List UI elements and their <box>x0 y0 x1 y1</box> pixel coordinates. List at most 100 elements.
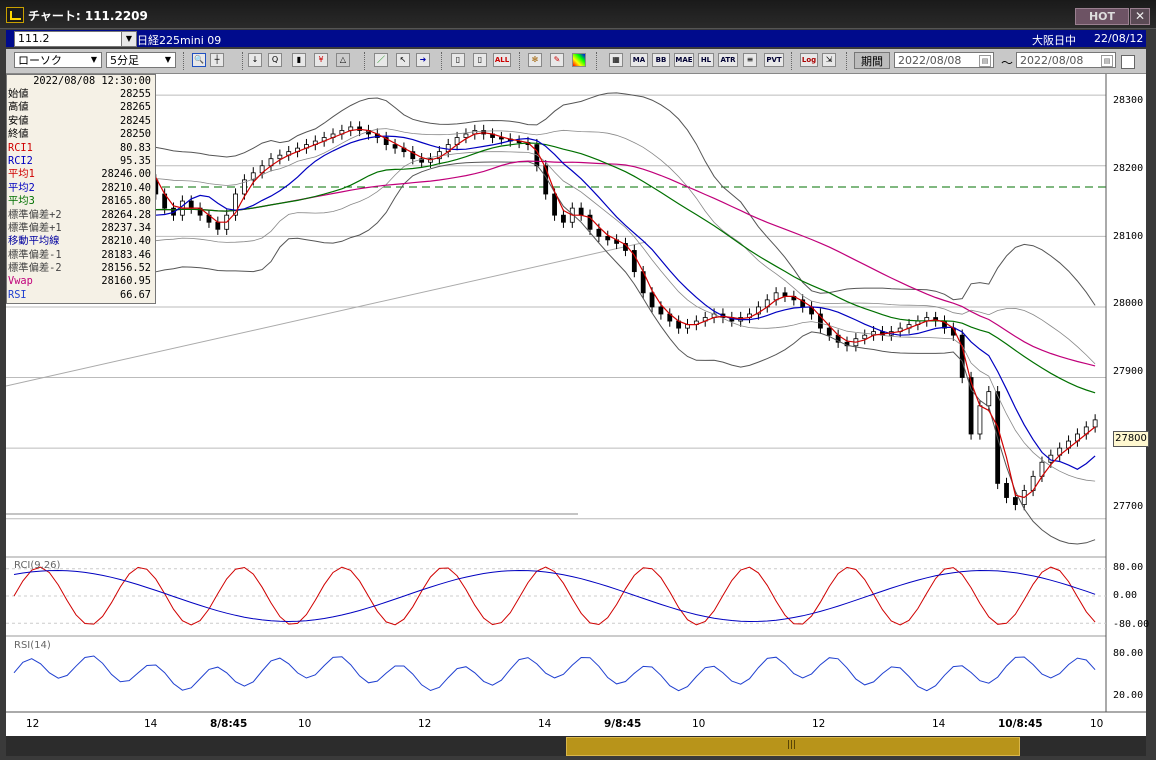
price-tick: 28200 <box>1113 163 1144 174</box>
app-icon <box>6 7 24 23</box>
data-panel-value: 28264.28 <box>101 208 151 221</box>
data-panel-row: 平均1 28246.00 <box>7 168 155 181</box>
date-range-tilde: 〜 <box>1001 56 1014 70</box>
symbol-dropdown-arrow-icon[interactable]: ▼ <box>121 31 137 47</box>
search-chart-icon[interactable]: Q <box>268 53 282 67</box>
ma-button[interactable]: MA <box>630 53 648 67</box>
date-to-value: 2022/08/08 <box>1020 54 1084 67</box>
price-tick: 28100 <box>1113 231 1144 242</box>
data-panel-value: 28156.52 <box>101 262 151 275</box>
data-panel-row: 安値 28245 <box>7 115 155 128</box>
data-panel-row: 標準偏差-2 28156.52 <box>7 262 155 275</box>
data-panel-value: 28210.40 <box>101 235 151 248</box>
log-button[interactable]: Log <box>800 53 818 67</box>
data-panel-value: 28237.34 <box>101 221 151 234</box>
moving-average-3 <box>13 142 1096 394</box>
candle-body <box>977 405 983 435</box>
date-from-value: 2022/08/08 <box>898 54 962 67</box>
data-panel-row: Vwap 28160.95 <box>7 275 155 288</box>
data-panel-label: RCI1 <box>8 141 33 154</box>
option-checkbox[interactable] <box>1121 55 1135 69</box>
candle-body <box>959 334 965 378</box>
time-axis-label: 12 <box>418 718 432 730</box>
rci-panel-title: RCI(9,26) <box>14 560 61 571</box>
data-panel-label: 移動平均線 <box>8 235 60 248</box>
rsi-panel-title: RSI(14) <box>14 640 51 651</box>
toolbar: ローソク ▼ 5分足 ▼ 🔍 ┼ ↓ Q ▮ ¥ △ ／ ↖ ➜ ▯ ▯ ALL… <box>6 49 1146 74</box>
all-button[interactable]: ALL <box>493 53 511 67</box>
hot-button[interactable]: HOT <box>1075 8 1129 25</box>
data-panel-value: 66.67 <box>120 288 151 301</box>
candle-body <box>818 313 823 329</box>
price-tick: 27700 <box>1113 501 1144 512</box>
date-from-input[interactable]: 2022/08/08 ▤ <box>894 52 994 68</box>
palette-icon[interactable] <box>572 53 586 67</box>
candle-compare-icon[interactable]: ▯ <box>473 53 487 67</box>
chart-area[interactable]: 2022/08/08 12:30:00 始値 28255 高値 28265 安値 2824… <box>6 74 1149 736</box>
data-panel-label: 標準偏差-1 <box>8 248 62 261</box>
candle-body <box>188 200 194 209</box>
pvt-button[interactable]: PVT <box>764 53 784 67</box>
bar-chart-icon[interactable]: ▮ <box>292 53 306 67</box>
gear-icon[interactable]: ✻ <box>528 53 542 67</box>
bollinger-upper-1 <box>13 128 1096 365</box>
data-panel-label: Vwap <box>8 275 33 288</box>
chevron-down-icon: ▼ <box>90 55 98 64</box>
download-icon[interactable]: ↓ <box>248 53 262 67</box>
candle-body <box>233 193 238 216</box>
candle-body <box>383 137 389 145</box>
instrument-name: 日経225mini 09 <box>137 34 222 47</box>
warning-icon[interactable]: △ <box>336 53 350 67</box>
zoom-icon[interactable]: 🔍 <box>192 53 206 67</box>
period-button[interactable]: 期間 <box>854 52 890 69</box>
date-to-input[interactable]: 2022/08/08 ▤ <box>1016 52 1116 68</box>
calendar-icon[interactable]: ▤ <box>1101 55 1113 67</box>
data-panel-row: 始値 28255 <box>7 88 155 101</box>
symbol-input[interactable]: 111.2 <box>14 31 123 47</box>
bb-button[interactable]: BB <box>652 53 670 67</box>
candle-icon[interactable]: ▯ <box>451 53 465 67</box>
candle-body <box>968 377 974 435</box>
price-tick: 28000 <box>1113 298 1144 309</box>
scrollbar-thumb[interactable] <box>566 737 1020 756</box>
chart-canvas[interactable] <box>6 74 1146 736</box>
data-panel-row: 標準偏差+2 28264.28 <box>7 209 155 222</box>
candle-body <box>498 137 504 140</box>
chevron-down-icon: ▼ <box>164 55 172 64</box>
pointer-icon[interactable]: ➜ <box>416 53 430 67</box>
trendline-icon[interactable]: ／ <box>374 53 388 67</box>
data-panel-label: 終値 <box>8 128 29 141</box>
price-line-icon[interactable]: ¥ <box>314 53 328 67</box>
candle-body <box>392 144 398 149</box>
candle-body <box>436 151 442 160</box>
data-panel-value: 80.83 <box>120 141 151 154</box>
hl-button[interactable]: HL <box>698 53 714 67</box>
rci-tick: 80.00 <box>1113 562 1144 573</box>
mae-button[interactable]: MAE <box>674 53 694 67</box>
candle-body <box>277 154 283 160</box>
candle-body <box>463 133 469 138</box>
chart-type-select[interactable]: ローソク ▼ <box>14 52 102 68</box>
atr-button[interactable]: ATR <box>718 53 738 67</box>
time-axis-label: 14 <box>538 718 552 730</box>
candle-body <box>1004 483 1009 498</box>
calendar-icon[interactable]: ▤ <box>979 55 991 67</box>
window-title: チャート: 111.2209 <box>28 9 148 23</box>
cursor-icon[interactable]: ↖ <box>396 53 410 67</box>
indicator-icon[interactable]: ≡ <box>743 53 757 67</box>
wrench-icon[interactable]: ✎ <box>550 53 564 67</box>
close-button[interactable]: ✕ <box>1130 8 1150 25</box>
candle-body <box>631 250 637 273</box>
grid-view-icon[interactable]: ▦ <box>609 53 623 67</box>
data-panel-label: 高値 <box>8 101 29 114</box>
interval-select[interactable]: 5分足 ▼ <box>106 52 176 68</box>
crosshair-icon[interactable]: ┼ <box>210 53 224 67</box>
rci1-line <box>13 566 1096 626</box>
export-icon[interactable]: ⇲ <box>822 53 836 67</box>
candle-body <box>596 228 602 237</box>
data-panel-label: 平均3 <box>8 195 35 208</box>
moving-average-2 <box>13 135 1096 470</box>
data-panel-row: RCI1 80.83 <box>7 142 155 155</box>
data-panel-row: 標準偏差-1 28183.46 <box>7 249 155 262</box>
